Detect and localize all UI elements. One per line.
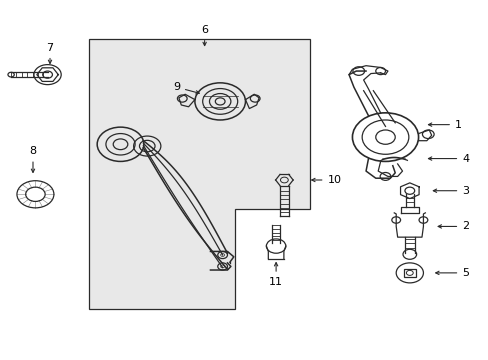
Text: 1: 1 <box>427 120 461 130</box>
Text: 6: 6 <box>201 25 208 46</box>
Text: 11: 11 <box>268 262 283 287</box>
Text: 9: 9 <box>173 82 199 94</box>
Text: 5: 5 <box>435 268 468 278</box>
Text: 8: 8 <box>29 147 37 172</box>
Polygon shape <box>89 39 309 309</box>
Text: 4: 4 <box>427 154 468 163</box>
Text: 2: 2 <box>437 221 468 231</box>
Bar <box>403 269 415 277</box>
Text: 10: 10 <box>311 175 341 185</box>
Text: 7: 7 <box>46 43 54 63</box>
Text: 3: 3 <box>432 186 468 196</box>
